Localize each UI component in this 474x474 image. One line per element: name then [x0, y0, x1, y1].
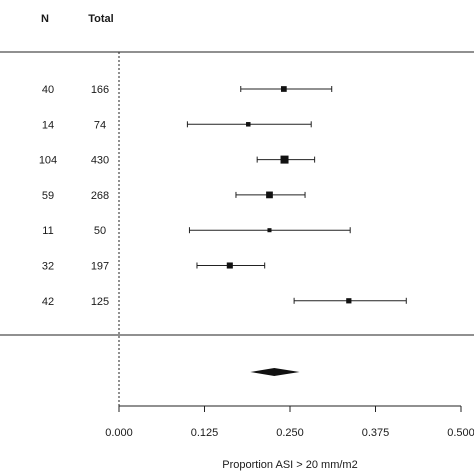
study-row: 14 74	[42, 119, 312, 131]
row-n: 59	[42, 190, 54, 202]
row-n: 42	[42, 296, 54, 308]
column-header-n: N	[41, 13, 49, 25]
row-n: 11	[42, 225, 53, 237]
point-estimate-marker	[226, 262, 233, 269]
row-n: 14	[42, 119, 54, 131]
row-total: 166	[91, 84, 109, 96]
study-row: 59 268	[42, 190, 306, 202]
x-tick-label: 0.125	[191, 427, 219, 439]
study-row: 42 125	[42, 296, 407, 308]
row-n: 40	[42, 84, 54, 96]
row-n: 104	[39, 155, 57, 167]
x-axis-label: Proportion ASI > 20 mm/m2	[222, 459, 357, 471]
study-row: 40 166	[42, 84, 333, 96]
row-total: 50	[94, 225, 106, 237]
row-total: 74	[94, 119, 106, 131]
row-total: 197	[91, 261, 109, 273]
x-tick-label: 0.000	[105, 427, 133, 439]
column-header-total: Total	[88, 13, 113, 25]
row-total: 268	[91, 190, 109, 202]
x-tick-label: 0.500	[447, 427, 474, 439]
row-total: 125	[91, 296, 109, 308]
point-estimate-marker	[267, 228, 272, 233]
study-row: 32 197	[42, 261, 266, 273]
pooled-estimate-diamond	[250, 368, 300, 376]
point-estimate-marker	[280, 155, 289, 164]
point-estimate-marker	[246, 122, 251, 127]
x-tick-label: 0.250	[276, 427, 304, 439]
row-n: 32	[42, 261, 54, 273]
point-estimate-marker	[346, 298, 352, 304]
study-row: 104 430	[39, 155, 316, 167]
row-total: 430	[91, 155, 109, 167]
point-estimate-marker	[266, 191, 273, 199]
point-estimate-marker	[280, 86, 287, 92]
study-row: 11 50	[42, 225, 351, 237]
x-tick-label: 0.375	[362, 427, 390, 439]
